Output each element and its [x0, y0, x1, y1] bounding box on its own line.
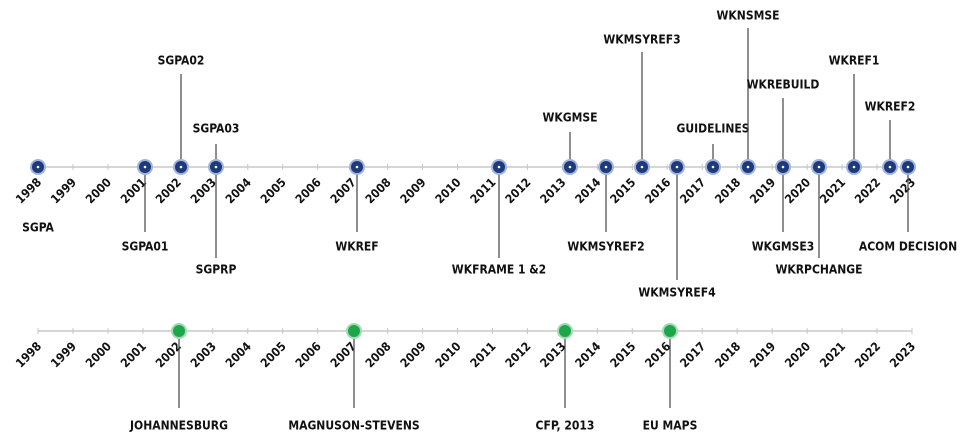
- year-label: 2007: [328, 175, 359, 206]
- year-label: 2023: [887, 339, 918, 370]
- year-label: 2017: [677, 175, 708, 206]
- event-label: EU MAPS: [643, 419, 698, 433]
- year-label: 1999: [48, 339, 79, 370]
- event-label: SGPA03: [193, 122, 240, 136]
- year-label: 2011: [467, 175, 498, 206]
- year-label: 2017: [677, 339, 708, 370]
- year-label: 2001: [118, 339, 149, 370]
- event-label: WKREBUILD: [747, 78, 820, 92]
- year-label: 2013: [537, 175, 568, 206]
- event-marker-center: [746, 165, 750, 169]
- event-marker: [559, 325, 571, 337]
- year-label: 2018: [712, 175, 743, 206]
- event-marker-center: [604, 165, 608, 169]
- year-label: 2001: [118, 175, 149, 206]
- year-label: 2015: [607, 339, 638, 370]
- event-label: GUIDELINES: [676, 122, 749, 136]
- year-label: 2019: [747, 339, 778, 370]
- year-label: 2022: [852, 175, 883, 206]
- year-label: 2021: [817, 175, 848, 206]
- year-label: 2022: [852, 339, 883, 370]
- event-marker-center: [781, 165, 785, 169]
- event-marker-center: [568, 165, 572, 169]
- year-label: 2000: [83, 175, 114, 206]
- event-label: MAGNUSON-STEVENS: [288, 419, 419, 433]
- event-label: SGPA02: [158, 54, 205, 68]
- year-label: 2004: [223, 339, 254, 370]
- event-marker-center: [36, 165, 40, 169]
- year-label: 2006: [293, 339, 324, 370]
- event-marker-center: [355, 165, 359, 169]
- event-marker: [664, 325, 676, 337]
- event-marker-center: [675, 165, 679, 169]
- event-label: WKNSMSE: [717, 9, 780, 23]
- year-label: 2020: [782, 175, 813, 206]
- event-marker-center: [906, 165, 910, 169]
- year-label: 2005: [258, 339, 289, 370]
- event-marker: [348, 325, 360, 337]
- year-label: 2013: [537, 339, 568, 370]
- event-label: WKMSYREF2: [567, 240, 644, 254]
- event-marker-center: [497, 165, 501, 169]
- event-marker-center: [640, 165, 644, 169]
- year-label: 2003: [188, 175, 219, 206]
- event-marker-center: [179, 165, 183, 169]
- event-marker-center: [711, 165, 715, 169]
- event-label: ACOM DECISION: [859, 240, 957, 254]
- year-label: 2019: [747, 175, 778, 206]
- year-label: 2008: [363, 339, 394, 370]
- event-label: WKMSYREF4: [638, 286, 716, 300]
- year-label: 2003: [188, 339, 219, 370]
- year-label: 2009: [398, 175, 429, 206]
- event-label: CFP, 2013: [536, 419, 595, 433]
- year-label: 2011: [467, 339, 498, 370]
- event-marker: [173, 325, 185, 337]
- event-marker-center: [817, 165, 821, 169]
- year-label: 1998: [13, 339, 44, 370]
- year-label: 2006: [293, 175, 324, 206]
- event-label: WKFRAME 1 &2: [452, 263, 546, 277]
- year-label: 1999: [48, 175, 79, 206]
- event-marker-center: [852, 165, 856, 169]
- event-label: SGPA01: [122, 240, 169, 254]
- year-label: 2015: [607, 175, 638, 206]
- event-label: WKREF: [335, 240, 378, 254]
- year-label: 2004: [223, 175, 254, 206]
- event-label: WKGMSE3: [752, 240, 815, 254]
- year-label: 1998: [13, 175, 44, 206]
- year-label: 2009: [398, 339, 429, 370]
- year-label: 2016: [642, 175, 673, 206]
- year-label: 2021: [817, 339, 848, 370]
- event-label: SGPRP: [196, 263, 237, 277]
- event-label: WKMSYREF3: [603, 33, 680, 47]
- event-label: WKREF2: [865, 100, 916, 114]
- year-label: 2020: [782, 339, 813, 370]
- year-label: 2008: [363, 175, 394, 206]
- event-marker-center: [888, 165, 892, 169]
- year-label: 2010: [432, 339, 463, 370]
- year-label: 2002: [153, 175, 184, 206]
- year-label: 2023: [887, 175, 918, 206]
- event-label: WKRPCHANGE: [775, 263, 862, 277]
- year-label: 2012: [502, 175, 533, 206]
- event-label: SGPA: [22, 221, 54, 235]
- event-label: JOHANNESBURG: [129, 419, 228, 433]
- year-label: 2012: [502, 339, 533, 370]
- year-label: 2014: [572, 175, 603, 206]
- event-label: WKGMSE: [542, 111, 597, 125]
- event-marker-center: [214, 165, 218, 169]
- year-label: 2014: [572, 339, 603, 370]
- year-label: 2018: [712, 339, 743, 370]
- year-label: 2000: [83, 339, 114, 370]
- year-label: 2010: [432, 175, 463, 206]
- year-label: 2005: [258, 175, 289, 206]
- year-label: 2016: [642, 339, 673, 370]
- event-marker-center: [143, 165, 147, 169]
- event-label: WKREF1: [829, 54, 880, 68]
